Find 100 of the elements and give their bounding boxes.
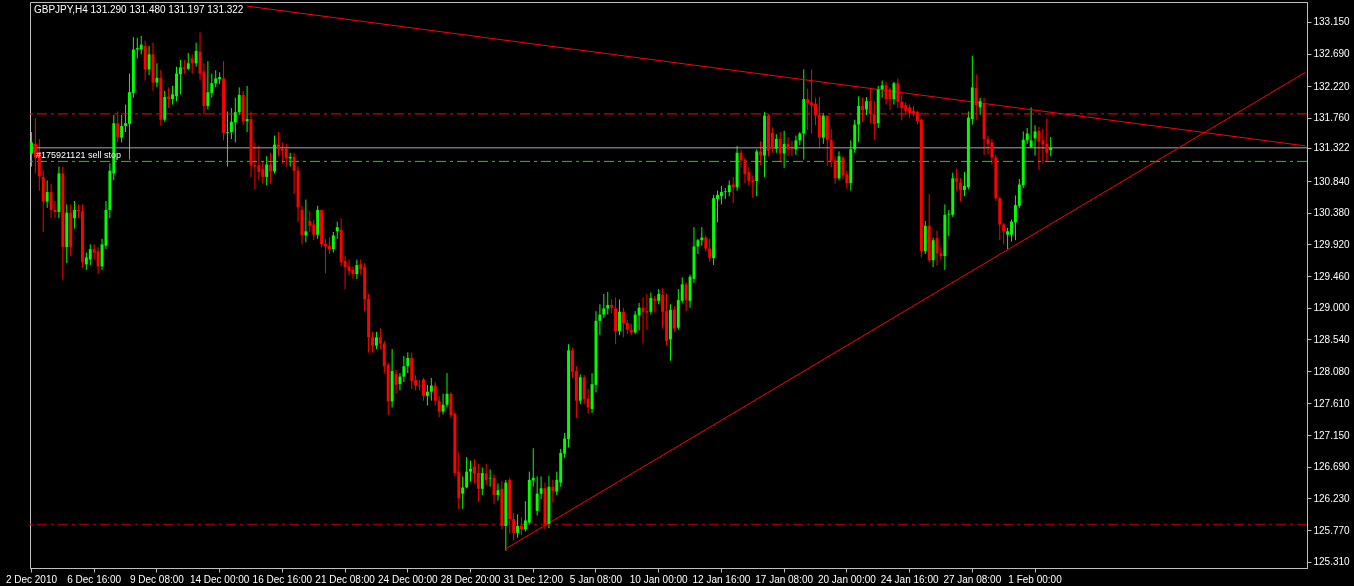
y-tick-label: 130.380 [1313,207,1351,219]
x-tick-label: 6 Dec 16:00 [67,573,122,585]
candlestick [484,463,488,486]
x-tick-label: 5 Jan 08:00 [569,573,623,585]
y-tick-label: 128.540 [1313,333,1351,345]
y-tick-label: 127.610 [1313,397,1351,409]
candlestick [672,305,676,333]
y-tick-label: 131.322 [1313,142,1351,154]
candlestick [433,381,437,406]
candlestick [857,95,861,143]
candlestick [425,384,429,406]
candlestick [135,37,139,59]
candlestick [1037,126,1041,171]
candlestick [469,460,472,482]
y-tick-label: 125.770 [1313,524,1351,536]
candlestick [1002,222,1006,245]
candlestick [371,331,374,353]
y-tick-label: 129.000 [1313,302,1351,314]
candlestick [551,479,555,504]
candlestick [476,463,480,503]
candlestick [461,475,465,510]
y-tick-label: 127.150 [1313,429,1351,441]
candlestick [935,230,939,267]
candlestick [1010,219,1013,243]
candlestick [892,81,896,106]
candlestick [465,456,469,489]
candlestick [175,66,178,102]
candlestick [708,238,712,263]
candlestick [955,168,959,192]
candlestick [88,243,92,266]
candlestick [245,85,249,133]
x-tick-label: 17 Jan 08:00 [755,573,814,585]
x-tick-label: 9 Dec 08:00 [129,573,185,585]
candlestick [637,302,641,331]
candlestick [621,307,625,338]
candlestick [206,60,210,110]
x-tick-label: 12 Jan 16:00 [692,573,751,585]
y-tick-label: 132.690 [1313,48,1351,60]
candlestick [535,475,539,517]
candlestick [284,143,288,168]
candlestick [480,466,484,496]
candlestick [578,374,582,405]
x-tick-label: 14 Dec 00:00 [189,573,250,585]
candlestick [821,112,825,145]
candlestick [774,133,778,154]
candlestick [606,291,610,316]
y-tick-label: 125.310 [1313,556,1351,568]
y-tick-label: 129.920 [1313,238,1351,250]
candlestick [719,185,723,205]
candlestick [429,377,433,402]
candlestick [45,179,49,209]
candlestick [649,292,653,316]
candlestick [959,177,963,202]
candlestick [163,90,167,123]
candlestick [512,512,516,541]
x-tick-label: 1 Feb 00:00 [1008,573,1063,585]
candlestick [265,155,269,186]
candlestick [1049,136,1053,157]
candlestick [178,59,182,95]
x-tick-label: 16 Dec 16:00 [252,573,313,585]
candlestick [731,176,735,204]
candlestick [280,141,284,164]
candlestick [684,281,688,312]
candlestick [229,107,233,140]
candlestick [237,86,241,116]
x-tick-label: 31 Dec 12:00 [503,573,564,585]
y-tick-label: 133.150 [1313,16,1351,28]
candlestick [1045,117,1049,163]
candlestick [618,298,621,336]
x-tick-label: 28 Dec 20:00 [440,573,501,585]
candlestick [778,131,782,163]
y-tick-label: 131.760 [1313,112,1351,124]
candlestick [233,97,237,143]
candlestick [226,110,229,168]
candlestick [331,231,335,254]
candlestick [378,327,382,350]
candlestick [155,62,159,88]
candlestick [30,131,33,168]
candlestick [33,117,37,174]
candlestick [394,369,398,395]
y-tick-label: 130.840 [1313,175,1351,187]
x-tick-label: 24 Jan 16:00 [880,573,939,585]
candlestick [139,35,143,55]
candlestick [312,219,316,241]
candlestick [355,259,359,280]
candlestick [931,236,935,268]
x-tick-label: 21 Dec 08:00 [315,573,376,585]
candlestick [143,40,147,81]
candlestick [120,114,124,143]
candlestick [308,210,312,233]
candlestick [614,296,618,345]
candlestick [147,45,151,76]
candlestick [410,351,414,390]
candlestick [167,86,171,109]
x-tick-label: 24 Dec 00:00 [378,573,438,585]
x-tick-label: 10 Jan 00:00 [629,573,689,585]
candlestick [96,246,100,274]
candlestick [261,161,265,185]
candlestick [422,377,425,402]
x-tick-label: 2 Dec 2010 [5,573,58,585]
